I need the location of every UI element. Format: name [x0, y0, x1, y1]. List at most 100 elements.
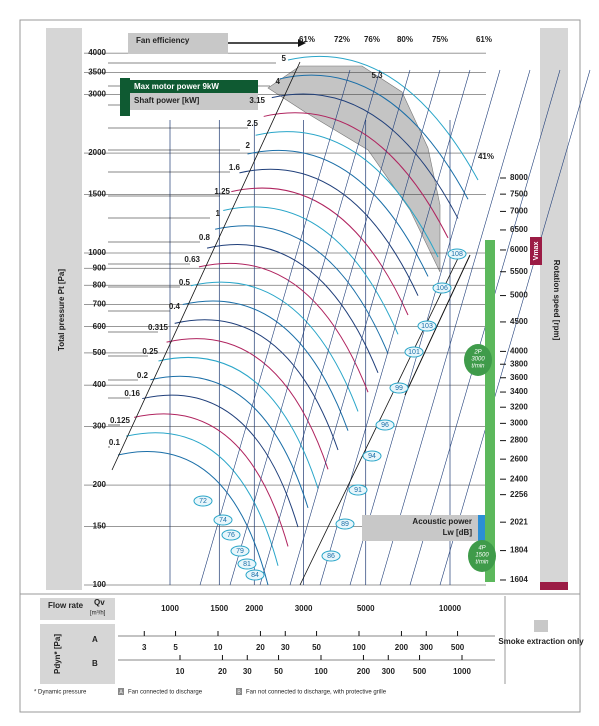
x-tick-label: 5000: [357, 604, 375, 613]
y-axis-label: Total pressure Pt [Pa]: [57, 269, 66, 351]
lw-label: 79: [236, 548, 244, 555]
rpm-tick-label: 3400: [510, 387, 528, 396]
efficiency-label: 80%: [397, 35, 413, 44]
efficiency-label: 61%: [299, 35, 315, 44]
rpm-tick-label: 1604: [510, 575, 528, 584]
rpm-tick-label: 3600: [510, 373, 528, 382]
system-line: [259, 69, 411, 586]
lw-label: 81: [243, 561, 251, 568]
shaft-power-label: 0.16: [124, 389, 140, 398]
rpm-tick-label: 3000: [510, 418, 528, 427]
row-tick-label: 5: [173, 643, 178, 652]
shaft-power-label: 2.5: [247, 119, 259, 128]
rpm-tick-label: 2800: [510, 436, 528, 445]
lw-label: 106: [436, 285, 448, 292]
row-name: A: [92, 635, 98, 644]
rpm-tick-label: 2021: [510, 517, 528, 526]
fan-curve: [239, 168, 419, 296]
shaft-power-label: 0.63: [184, 255, 200, 264]
lw-oval: [447, 248, 467, 260]
lw-oval: [193, 495, 213, 507]
x-tick-label: 2000: [245, 604, 263, 613]
fan-curve: [247, 150, 429, 277]
lw-label: 96: [381, 422, 389, 429]
lw-oval: [348, 484, 368, 496]
footnote-marker-text: A: [119, 689, 123, 695]
rpm-tick-label: 6000: [510, 245, 528, 254]
flow-unit: [m³/h]: [90, 611, 106, 617]
left-band: [46, 28, 82, 590]
lw-label: 91: [354, 487, 362, 494]
y-tick-label: 150: [93, 522, 107, 531]
arrow-head: [298, 39, 306, 47]
fan-curve: [231, 187, 409, 316]
lw-oval: [432, 282, 452, 294]
lw-oval: [404, 346, 424, 358]
y-tick-label: 1000: [88, 248, 106, 257]
motor-oval: [464, 344, 492, 376]
y-tick-label: 3500: [88, 67, 106, 76]
right-boundary: [299, 249, 463, 586]
rpm-tick-label: 7000: [510, 207, 528, 216]
shaft-power-label: 3.15: [249, 96, 265, 105]
motor-label: t/min: [475, 560, 489, 566]
x-tick-label: 10000: [439, 604, 462, 613]
shaft-power-label: 0.125: [110, 416, 131, 425]
rpm-tick-label: 3200: [510, 402, 528, 411]
arrow-line: [404, 254, 471, 396]
row-tick-label: 1000: [453, 667, 471, 676]
y-tick-label: 300: [93, 422, 107, 431]
rpm-tick-label: 6500: [510, 225, 528, 234]
max-motor-power: Max motor power 9kW: [134, 82, 219, 91]
system-line: [319, 69, 471, 586]
row-tick-label: 50: [274, 667, 283, 676]
motor-oval: [468, 540, 496, 572]
row-tick-label: 100: [314, 667, 328, 676]
lw-label: 84: [251, 572, 259, 579]
x-tick-label: 1000: [161, 604, 179, 613]
fan-curve: [287, 55, 479, 181]
acoustic-box: [362, 515, 480, 541]
lw-label: 103: [421, 323, 433, 330]
rpm-tick-label: 5500: [510, 267, 528, 276]
smoke-region: [267, 65, 441, 273]
lw-label: 94: [368, 453, 376, 460]
fan-curve: [255, 131, 439, 258]
rpm-tick-label: 2400: [510, 474, 528, 483]
motor-range: [485, 240, 495, 582]
lw-oval: [245, 569, 265, 581]
y-tick-label: 900: [93, 263, 107, 272]
shaft-power-label: 0.1: [109, 438, 121, 447]
shaft-power-label: 1.25: [214, 187, 230, 196]
rpm-tick-label: 2256: [510, 490, 528, 499]
shaft-power-label: 0.25: [142, 347, 158, 356]
motor-power-mark: 5.3: [371, 71, 383, 80]
efficiency-label: 41%: [478, 152, 494, 161]
fan-curve: [198, 262, 369, 393]
lw-oval: [362, 450, 382, 462]
row-name: B: [92, 659, 98, 668]
system-line: [199, 69, 351, 586]
rpm-tick-label: 4500: [510, 317, 528, 326]
efficiency-label: 72%: [334, 35, 350, 44]
system-line: [229, 69, 381, 586]
footnote-marker: [236, 688, 242, 695]
lw-oval: [230, 545, 250, 557]
row-tick-label: 20: [218, 667, 227, 676]
lw-oval: [237, 558, 257, 570]
vmax-min: [540, 582, 568, 590]
shaft-box: [130, 93, 258, 110]
x-tick-label: 3000: [295, 604, 313, 613]
row-tick-label: 20: [256, 643, 265, 652]
rpm-tick-label: 2600: [510, 454, 528, 463]
y-tick-label: 100: [93, 580, 107, 589]
acoustic-mark: [478, 515, 486, 541]
motor-label: t/min: [471, 364, 485, 370]
rpm-tick-label: 8000: [510, 173, 528, 182]
shaft-power-label: 0.315: [148, 323, 169, 332]
footnote-marker-text: B: [237, 689, 241, 695]
lw-label: 74: [219, 517, 227, 524]
motor-label: 4P: [478, 546, 485, 552]
acoustic-label: Acoustic power: [412, 517, 472, 526]
